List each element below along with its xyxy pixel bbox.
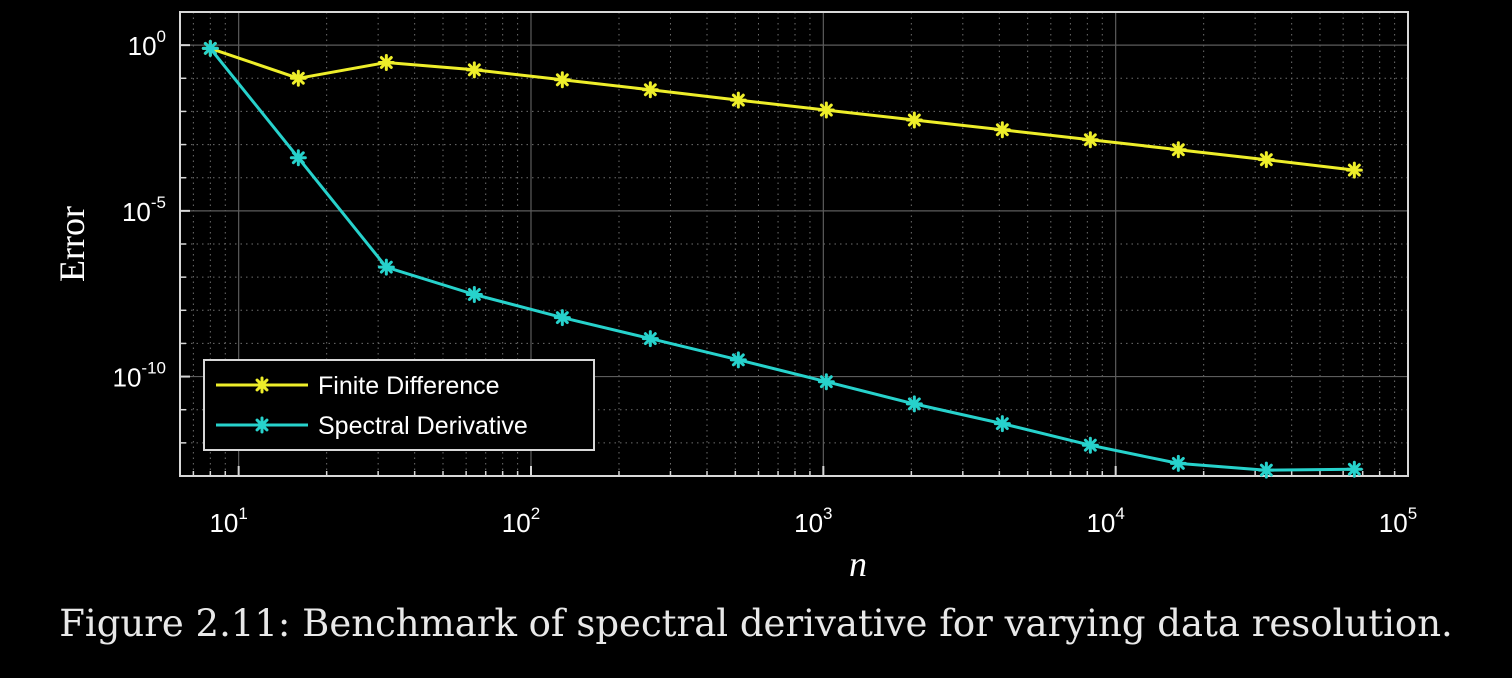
data-point-finite-difference <box>1345 161 1363 179</box>
x-tick-base: 10 <box>209 508 238 538</box>
legend-marker-point <box>253 416 271 434</box>
x-tick-base: 10 <box>1086 508 1115 538</box>
x-tick-label: 101 <box>209 504 247 538</box>
x-tick-exponent: 2 <box>531 504 540 523</box>
x-tick-base: 10 <box>1379 508 1408 538</box>
data-point-finite-difference <box>1257 151 1275 169</box>
data-point-finite-difference <box>465 61 483 79</box>
y-tick-exponent: 0 <box>157 27 166 46</box>
x-tick-label: 103 <box>794 504 832 538</box>
x-tick-exponent: 5 <box>1408 504 1417 523</box>
data-point-spectral-derivative <box>1345 460 1363 478</box>
x-tick-label: 102 <box>502 504 540 538</box>
data-point-spectral-derivative <box>553 309 571 327</box>
legend: Finite Difference Spectral Derivative <box>203 359 595 451</box>
data-point-spectral-derivative <box>641 330 659 348</box>
data-point-spectral-derivative <box>1169 454 1187 472</box>
series-spectral-derivative <box>201 39 1363 479</box>
data-point-spectral-derivative <box>729 351 747 369</box>
data-point-finite-difference <box>377 53 395 71</box>
x-tick-exponent: 3 <box>823 504 832 523</box>
x-tick-label: 104 <box>1086 504 1124 538</box>
data-point-finite-difference <box>289 69 307 87</box>
series-layer <box>201 39 1363 479</box>
y-axis-title: Error <box>52 206 92 282</box>
data-point-finite-difference <box>905 111 923 129</box>
legend-marker-finite-difference <box>253 376 271 394</box>
legend-label-spectral-derivative: Spectral Derivative <box>318 412 528 440</box>
data-point-finite-difference <box>641 81 659 99</box>
minor-grid <box>180 11 1408 477</box>
axis-ticks <box>180 11 1409 477</box>
y-tick-label: 100 <box>128 27 166 61</box>
data-point-spectral-derivative <box>993 415 1011 433</box>
x-tick-exponent: 4 <box>1115 504 1124 523</box>
legend-box <box>203 359 595 451</box>
y-tick-base: 10 <box>113 363 142 393</box>
series-line-spectral-derivative <box>209 47 1355 472</box>
data-point-spectral-derivative <box>201 39 219 57</box>
data-point-finite-difference <box>729 91 747 109</box>
data-point-spectral-derivative <box>377 258 395 276</box>
x-tick-label: 105 <box>1379 504 1417 538</box>
x-tick-labels: 101 102 103 104 105 <box>209 504 1417 538</box>
y-tick-base: 10 <box>128 31 157 61</box>
legend-label-finite-difference: Finite Difference <box>318 372 500 400</box>
y-tick-base: 10 <box>122 197 151 227</box>
figure-caption: Figure 2.11: Benchmark of spectral deriv… <box>59 602 1453 645</box>
y-tick-label: 10-5 <box>122 193 166 227</box>
data-point-spectral-derivative <box>465 285 483 303</box>
data-point-spectral-derivative <box>817 373 835 391</box>
data-point-spectral-derivative <box>905 395 923 413</box>
x-tick-exponent: 1 <box>238 504 247 523</box>
x-tick-base: 10 <box>502 508 531 538</box>
legend-marker-point <box>253 376 271 394</box>
x-axis-title: n <box>849 544 867 584</box>
data-point-finite-difference <box>1081 131 1099 149</box>
y-tick-label: 10-10 <box>113 359 167 393</box>
data-point-spectral-derivative <box>1081 436 1099 454</box>
y-tick-exponent: -5 <box>151 193 166 212</box>
series-line-finite-difference <box>209 46 1355 172</box>
data-point-finite-difference <box>1169 141 1187 159</box>
data-point-spectral-derivative <box>289 149 307 167</box>
data-point-finite-difference <box>553 71 571 89</box>
x-tick-base: 10 <box>794 508 823 538</box>
data-point-finite-difference <box>817 101 835 119</box>
data-point-spectral-derivative <box>1257 461 1275 479</box>
legend-marker-spectral-derivative <box>253 416 271 434</box>
data-point-finite-difference <box>993 121 1011 139</box>
y-tick-exponent: -10 <box>141 359 166 378</box>
